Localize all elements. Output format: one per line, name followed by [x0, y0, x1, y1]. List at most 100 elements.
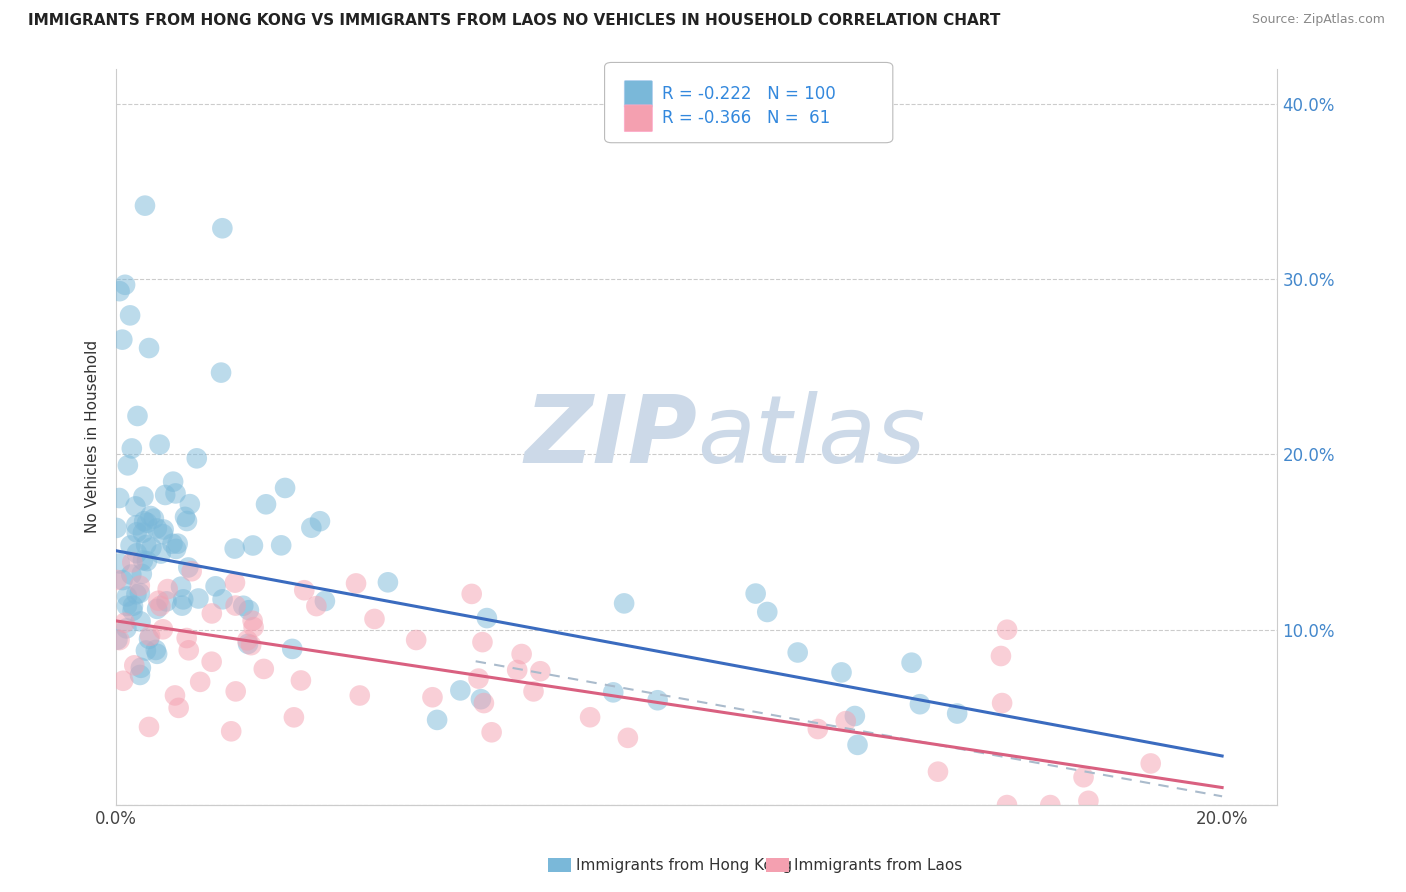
Point	[115, 621, 138, 635]
Point	[305, 599, 328, 613]
Point	[105, 573, 128, 587]
Point	[127, 409, 149, 423]
Point	[111, 573, 134, 587]
Point	[844, 709, 866, 723]
Point	[108, 284, 131, 298]
Point	[1039, 798, 1062, 813]
Point	[165, 541, 187, 556]
Point	[470, 692, 492, 706]
Point	[240, 638, 263, 652]
Point	[115, 590, 138, 604]
Point	[831, 665, 853, 680]
Point	[344, 576, 367, 591]
Point	[995, 798, 1018, 813]
Point	[405, 632, 427, 647]
Text: R = -0.366   N =  61: R = -0.366 N = 61	[662, 110, 831, 128]
Point	[1139, 756, 1161, 771]
Point	[108, 491, 131, 505]
Point	[163, 689, 186, 703]
Point	[1073, 770, 1095, 784]
Text: Immigrants from Hong Kong: Immigrants from Hong Kong	[576, 858, 793, 872]
Point	[807, 722, 830, 736]
Point	[149, 599, 172, 613]
Point	[602, 685, 624, 699]
Point	[613, 596, 636, 610]
Point	[174, 509, 197, 524]
Point	[142, 511, 165, 525]
Point	[136, 516, 159, 530]
Text: Source: ZipAtlas.com: Source: ZipAtlas.com	[1251, 13, 1385, 27]
Point	[112, 673, 135, 688]
Point	[209, 366, 232, 380]
Text: IMMIGRANTS FROM HONG KONG VS IMMIGRANTS FROM LAOS NO VEHICLES IN HOUSEHOLD CORRE: IMMIGRANTS FROM HONG KONG VS IMMIGRANTS …	[28, 13, 1001, 29]
Point	[270, 538, 292, 552]
Point	[522, 684, 544, 698]
Point	[201, 655, 224, 669]
Point	[120, 538, 142, 552]
Point	[125, 518, 148, 533]
Point	[236, 633, 259, 648]
Y-axis label: No Vehicles in Household: No Vehicles in Household	[86, 340, 100, 533]
Point	[187, 591, 209, 606]
Point	[242, 539, 264, 553]
Point	[108, 633, 131, 648]
Point	[166, 537, 188, 551]
Point	[995, 623, 1018, 637]
Point	[176, 514, 198, 528]
Point	[236, 637, 259, 651]
Point	[946, 706, 969, 721]
Point	[908, 697, 931, 711]
Point	[167, 701, 190, 715]
Point	[170, 580, 193, 594]
Point	[617, 731, 640, 745]
Point	[125, 525, 148, 540]
Point	[114, 277, 136, 292]
Point	[105, 632, 128, 647]
Text: ZIP: ZIP	[524, 391, 697, 483]
Point	[114, 615, 136, 630]
Point	[172, 592, 194, 607]
Point	[139, 508, 162, 523]
Point	[129, 661, 152, 675]
Point	[129, 668, 152, 682]
Point	[1077, 794, 1099, 808]
Point	[139, 629, 162, 643]
Point	[281, 641, 304, 656]
Point	[124, 658, 146, 673]
Point	[349, 689, 371, 703]
Point	[990, 648, 1012, 663]
Text: R = -0.222   N = 100: R = -0.222 N = 100	[662, 85, 837, 103]
Point	[134, 514, 156, 528]
Point	[481, 725, 503, 739]
Point	[188, 674, 211, 689]
Point	[201, 607, 224, 621]
Point	[156, 582, 179, 596]
Point	[224, 575, 246, 590]
Point	[253, 662, 276, 676]
Point	[108, 557, 131, 571]
Point	[472, 696, 495, 710]
Point	[927, 764, 949, 779]
Point	[290, 673, 312, 688]
Point	[120, 309, 142, 323]
Point	[146, 521, 169, 535]
Point	[128, 579, 150, 593]
Point	[900, 656, 922, 670]
Point	[510, 647, 533, 661]
Point	[152, 523, 174, 537]
Point	[232, 599, 254, 613]
Point	[135, 554, 157, 568]
Point	[170, 599, 193, 613]
Point	[363, 612, 385, 626]
Point	[219, 724, 242, 739]
Point	[122, 599, 145, 613]
Point	[162, 537, 184, 551]
Point	[238, 603, 260, 617]
Point	[579, 710, 602, 724]
Point	[155, 594, 177, 608]
Point	[242, 620, 264, 634]
Point	[121, 555, 143, 569]
Point	[135, 538, 157, 552]
Point	[292, 583, 315, 598]
Point	[152, 527, 174, 541]
